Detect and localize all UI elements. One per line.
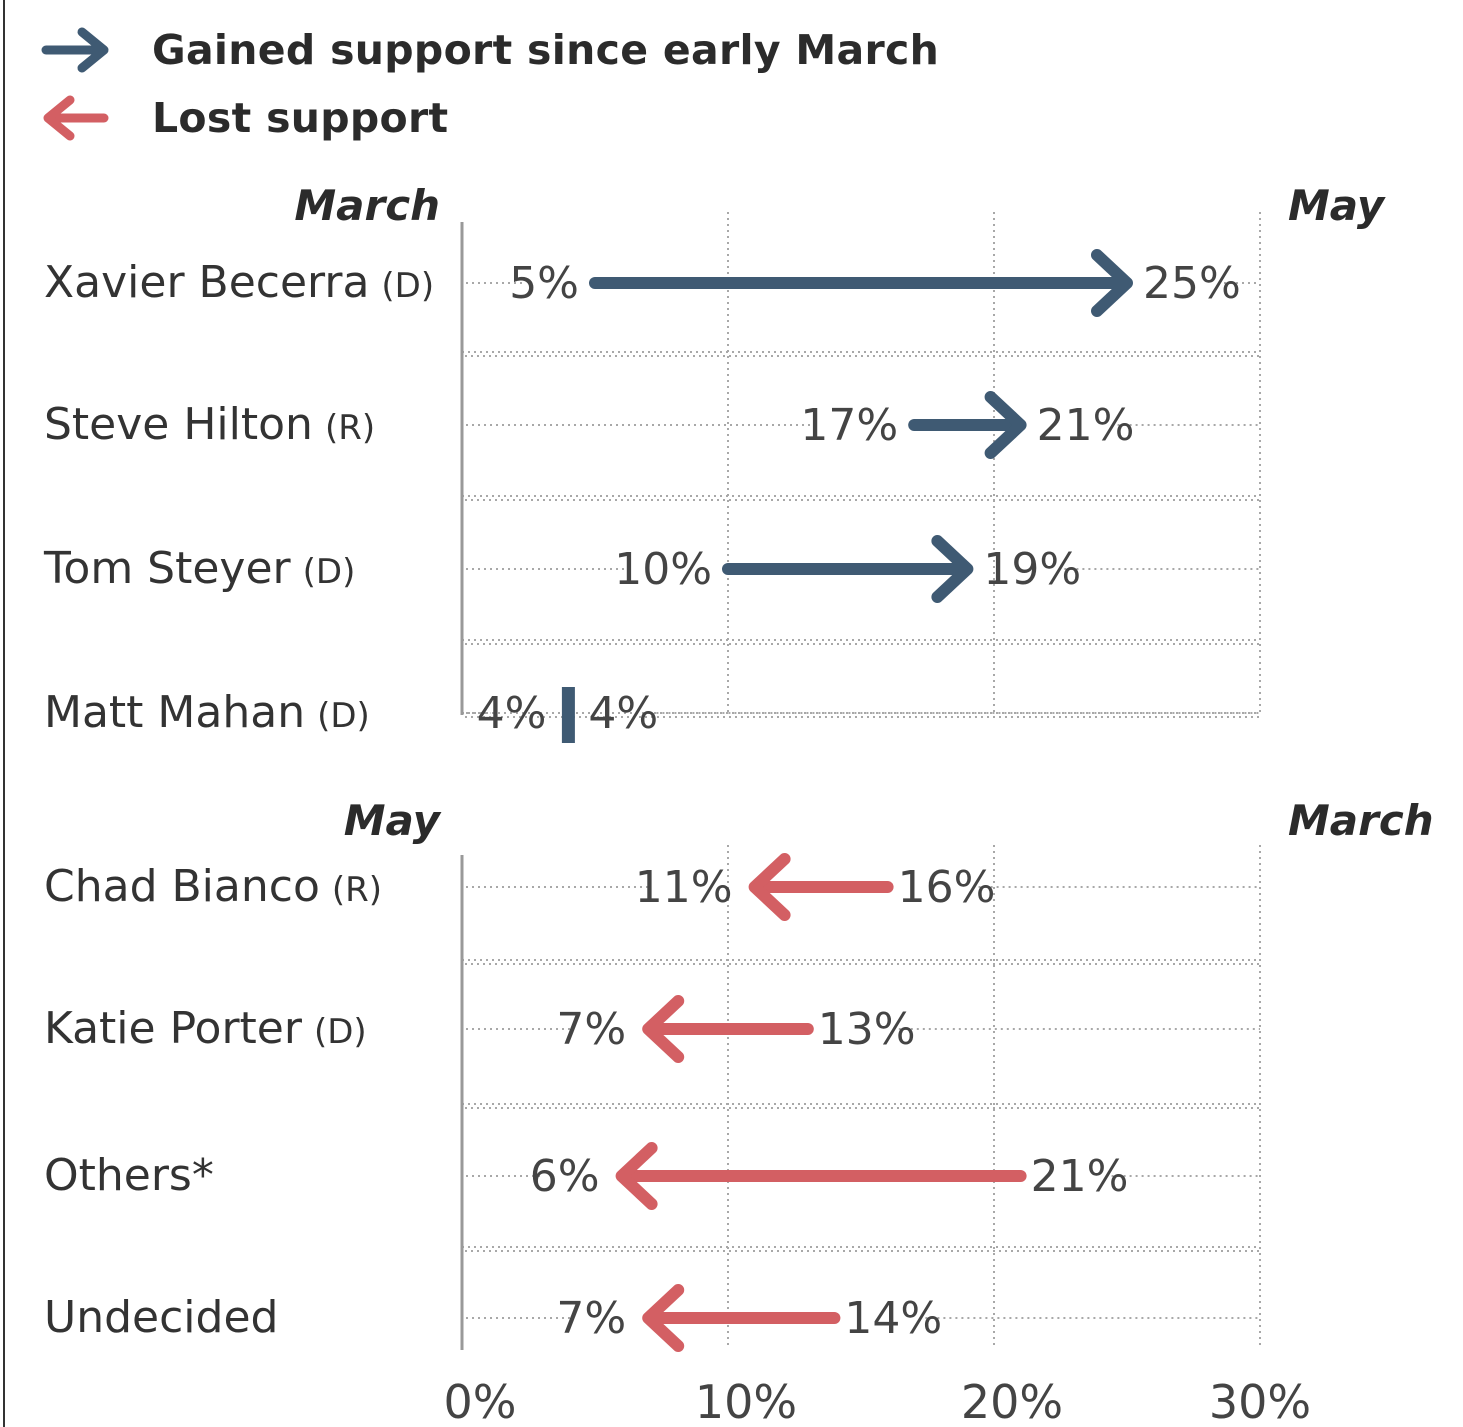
change-arrow-head xyxy=(642,995,685,1063)
legend-gained: Gained support since early March xyxy=(40,20,939,80)
candidate-party: (R) xyxy=(325,408,375,448)
row-label: Others* xyxy=(44,1150,214,1201)
candidate-name: Tom Steyer xyxy=(43,543,292,594)
candidate-name: Xavier Becerra xyxy=(44,257,369,308)
candidate-party: (D) xyxy=(317,696,370,736)
value-label-right: 19% xyxy=(983,544,1081,595)
change-arrow-head xyxy=(615,1142,658,1210)
row-label: Undecided xyxy=(44,1292,278,1343)
value-label-left: 5% xyxy=(509,258,579,309)
value-label-right: 4% xyxy=(588,688,658,739)
value-label-left: 7% xyxy=(556,1293,626,1344)
value-label-right: 25% xyxy=(1143,258,1241,309)
candidate-party: (D) xyxy=(314,1012,367,1052)
candidate-name: Undecided xyxy=(44,1292,278,1343)
value-label-left: 4% xyxy=(477,688,547,739)
legend-gained-label: Gained support since early March xyxy=(152,26,940,74)
x-tick-label: 30% xyxy=(1209,1375,1311,1427)
row-label: Tom Steyer (D) xyxy=(43,543,355,594)
value-label-left: 6% xyxy=(530,1151,600,1202)
candidate-name: Chad Bianco xyxy=(44,861,320,912)
column-header-left: March xyxy=(294,181,440,230)
candidate-party: (R) xyxy=(332,870,382,910)
value-label-left: 7% xyxy=(556,1004,626,1055)
value-label-right: 16% xyxy=(898,862,996,913)
legend-lost-label: Lost support xyxy=(152,94,449,142)
change-arrow-head xyxy=(931,535,974,603)
column-header-right: May xyxy=(1288,181,1386,230)
x-tick-label: 20% xyxy=(961,1375,1063,1427)
value-label-right: 13% xyxy=(818,1004,916,1055)
candidate-name: Others* xyxy=(44,1150,214,1201)
column-header-right: March xyxy=(1288,796,1434,845)
candidate-name: Steve Hilton xyxy=(44,399,313,450)
x-tick-label: 0% xyxy=(444,1375,517,1427)
change-arrow-head xyxy=(748,853,791,921)
row-label: Steve Hilton (R) xyxy=(44,399,375,450)
value-label-right: 21% xyxy=(1037,400,1135,451)
row-label: Matt Mahan (D) xyxy=(44,687,370,738)
value-label-right: 14% xyxy=(844,1293,942,1344)
candidate-party: (D) xyxy=(381,266,434,306)
value-label-right: 21% xyxy=(1031,1151,1129,1202)
left-border xyxy=(3,0,5,1427)
candidate-party: (D) xyxy=(303,552,356,592)
value-label-left: 11% xyxy=(635,862,733,913)
change-arrow-head xyxy=(984,391,1027,459)
candidate-name: Matt Mahan xyxy=(44,687,305,738)
arrow-left-icon xyxy=(43,95,109,141)
value-label-left: 17% xyxy=(800,400,898,451)
candidate-name: Katie Porter xyxy=(44,1003,303,1054)
x-tick-label: 10% xyxy=(695,1375,797,1427)
row-label: Katie Porter (D) xyxy=(44,1003,367,1054)
change-arrow-head xyxy=(1091,249,1133,317)
row-label: Chad Bianco (R) xyxy=(44,861,382,912)
row-label: Xavier Becerra (D) xyxy=(44,257,434,308)
legend-lost: Lost support xyxy=(40,88,448,148)
change-arrow-head xyxy=(642,1284,685,1352)
column-header-left: May xyxy=(344,796,442,845)
arrow-right-icon xyxy=(41,27,109,73)
value-label-left: 10% xyxy=(614,544,712,595)
